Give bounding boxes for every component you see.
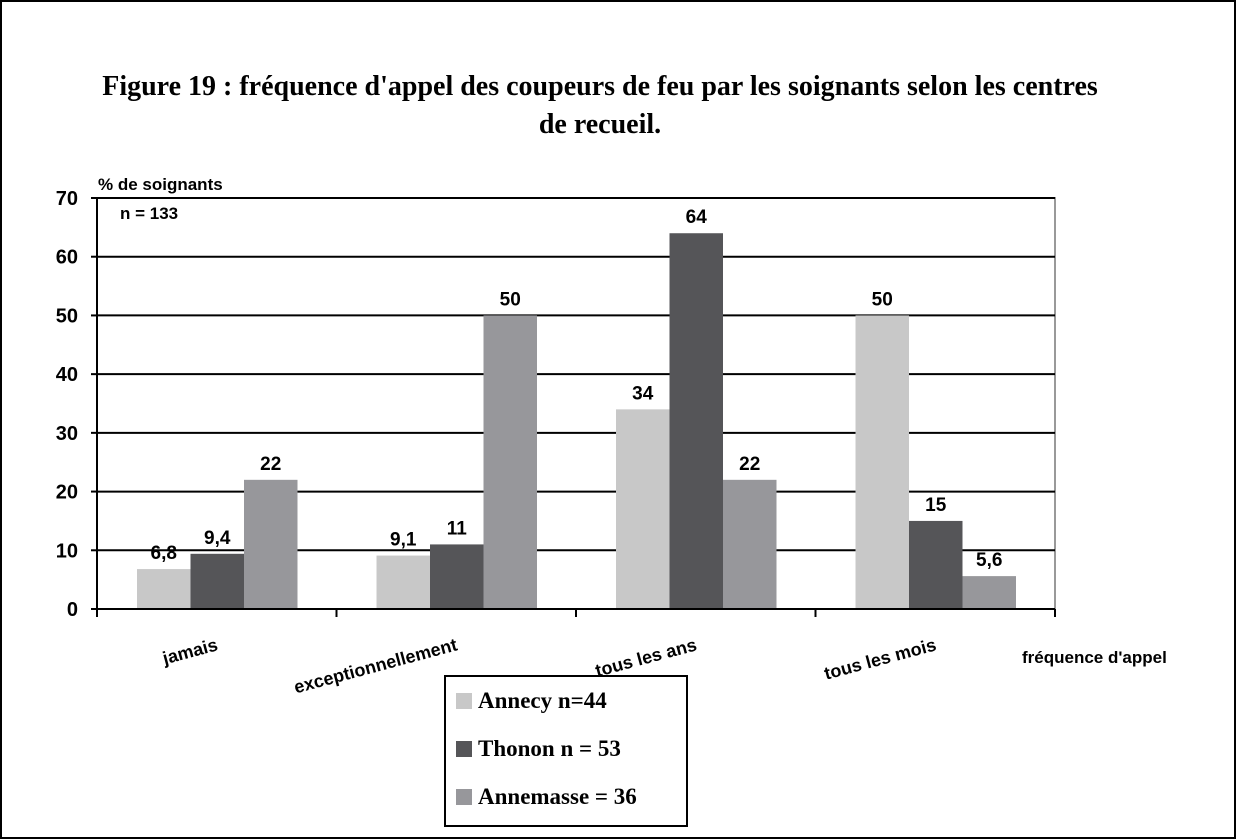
y-tick-label: 40 bbox=[56, 364, 78, 386]
bar bbox=[190, 553, 244, 609]
value-label: 34 bbox=[632, 383, 654, 404]
value-label: 22 bbox=[739, 454, 760, 475]
y-axis-label: % de soignants bbox=[98, 175, 223, 194]
legend-item: Annecy n=44 bbox=[446, 677, 686, 725]
bar bbox=[669, 233, 723, 609]
value-label: 9,4 bbox=[204, 528, 231, 549]
value-label: 64 bbox=[686, 207, 708, 228]
bar bbox=[244, 479, 298, 609]
legend-swatch bbox=[456, 693, 472, 709]
value-label: 6,8 bbox=[151, 543, 177, 564]
bar bbox=[962, 576, 1016, 609]
value-label: 22 bbox=[260, 454, 281, 475]
bar bbox=[376, 555, 430, 609]
y-tick-label: 70 bbox=[56, 188, 78, 210]
annotation: n = 133 bbox=[120, 204, 178, 223]
bar bbox=[137, 569, 191, 609]
legend-label: Annecy n=44 bbox=[478, 688, 607, 713]
legend-swatch bbox=[456, 789, 472, 805]
value-label: 50 bbox=[500, 289, 521, 310]
y-tick-label: 20 bbox=[56, 482, 78, 504]
bar bbox=[909, 520, 963, 609]
y-tick-label: 10 bbox=[56, 540, 78, 562]
y-tick-label: 30 bbox=[56, 423, 78, 445]
bar bbox=[483, 315, 537, 609]
value-label: 11 bbox=[447, 518, 468, 539]
bar bbox=[723, 479, 777, 609]
legend-label: Thonon n = 53 bbox=[478, 736, 621, 761]
value-label: 50 bbox=[872, 289, 893, 310]
x-tick-label: exceptionnellement bbox=[292, 635, 460, 698]
value-label: 15 bbox=[925, 495, 947, 516]
bar bbox=[616, 409, 670, 609]
legend-item: Thonon n = 53 bbox=[446, 725, 686, 773]
x-tick-label: jamais bbox=[160, 635, 220, 669]
value-label: 5,6 bbox=[976, 550, 1002, 571]
y-tick-label: 0 bbox=[67, 599, 78, 621]
y-tick-label: 60 bbox=[56, 247, 78, 269]
bar bbox=[430, 544, 484, 609]
legend: Annecy n=44 Thonon n = 53 Annemasse = 36 bbox=[444, 675, 688, 827]
x-tick-label: tous les ans bbox=[593, 635, 699, 681]
bar bbox=[855, 315, 909, 609]
x-axis-label: fréquence d'appel bbox=[1022, 648, 1167, 667]
x-tick-label: tous les mois bbox=[822, 635, 938, 684]
value-label: 9,1 bbox=[390, 530, 417, 551]
legend-swatch bbox=[456, 741, 472, 757]
chart-title: Figure 19 : fréquence d'appel des coupeu… bbox=[102, 71, 1098, 140]
y-tick-label: 50 bbox=[56, 305, 78, 327]
legend-label: Annemasse = 36 bbox=[478, 784, 637, 809]
legend-item: Annemasse = 36 bbox=[446, 773, 686, 821]
